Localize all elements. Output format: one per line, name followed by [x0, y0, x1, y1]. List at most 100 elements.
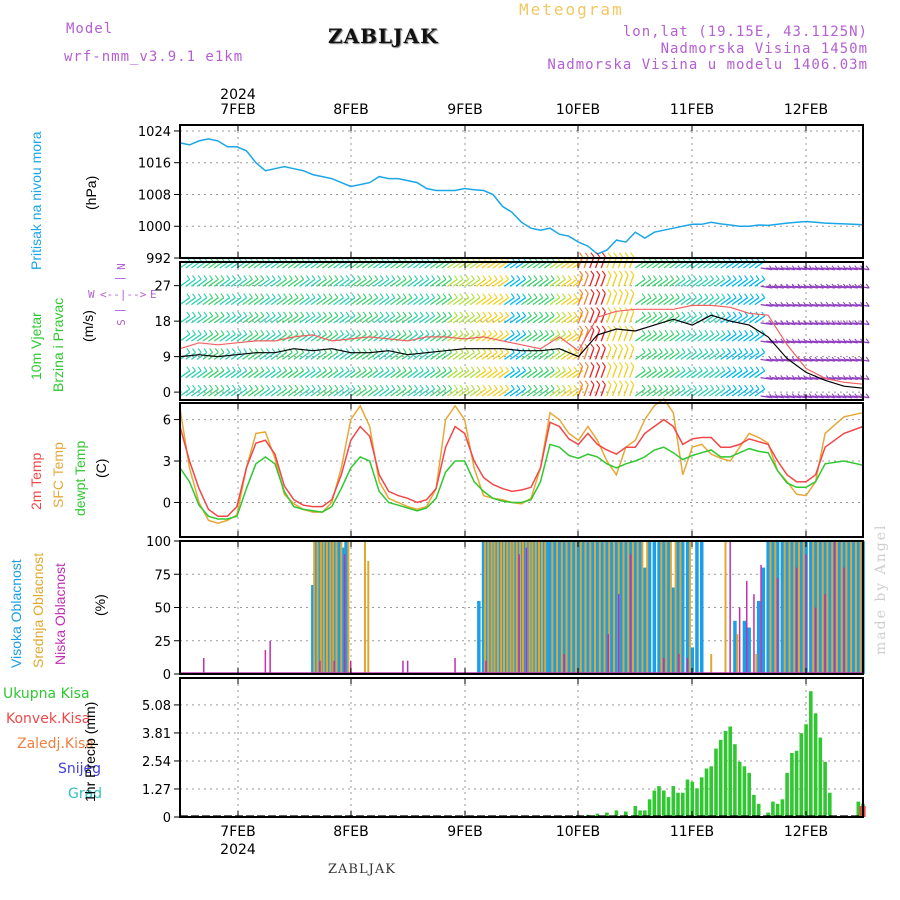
wind-barb-flag [237, 329, 242, 335]
wind-barb-flag [254, 311, 259, 317]
wind-barb-flag [533, 293, 538, 299]
wind-barb-flag [664, 311, 669, 317]
wind-barb-flag [425, 329, 430, 335]
wind-barb [611, 311, 618, 324]
wind-barb [640, 370, 652, 379]
wind-barb-flag [510, 275, 515, 280]
wind-barb [413, 370, 424, 379]
wind-barb [697, 278, 709, 287]
wind-barb [697, 370, 709, 379]
low-cloud-bar [776, 578, 779, 674]
wind-barb [686, 351, 697, 360]
wind-barb-flag [721, 384, 726, 390]
wind-barb-flag [260, 311, 265, 317]
wind-barb-flag [533, 329, 538, 335]
wind-barb [378, 333, 390, 342]
wind-barb-flag [579, 252, 583, 258]
wind-barb-flag [322, 275, 327, 280]
high-cloud-bar [326, 541, 331, 674]
wind-barb [247, 351, 259, 360]
wind-barb [504, 315, 515, 324]
wind-barb-flag [283, 311, 288, 317]
high-cloud-bar [571, 541, 576, 674]
wind-barb [760, 267, 773, 271]
wind-barb-flag [510, 329, 515, 335]
wind-barb-flag [203, 329, 208, 335]
wind-barb [628, 274, 635, 287]
wind-barb [760, 395, 773, 399]
wind-barb [834, 267, 847, 271]
wind-barb [196, 370, 208, 379]
high-cloud-bar [553, 541, 557, 674]
wind-barb-flag [664, 293, 669, 299]
wind-barb [424, 333, 435, 342]
mid-cloud-bar [802, 541, 805, 674]
wind-barb [560, 297, 572, 306]
wind-barb [287, 370, 299, 379]
mid-cloud-bar [544, 541, 547, 674]
wind-barb-flag [641, 275, 646, 280]
wind-barb-flag [328, 329, 333, 335]
mid-cloud-bar [622, 541, 625, 674]
wind-barb-flag [197, 311, 202, 317]
wind-barb-flag [402, 329, 407, 335]
wind-barb [418, 297, 430, 306]
wind-barb [253, 315, 265, 324]
wind-barb [464, 278, 475, 287]
wind-barb [481, 370, 492, 379]
wind-barb-flag [539, 329, 544, 335]
wind-barb [452, 388, 464, 397]
wind-barb-flag [653, 348, 657, 353]
wind-barb [708, 278, 720, 287]
wind-barb-flag [749, 329, 754, 335]
wind-barb [196, 388, 208, 397]
wind-barb [191, 388, 202, 397]
low-cloud-bar [746, 580, 748, 674]
low-cloud-bar [833, 541, 836, 674]
wind-barb [680, 297, 692, 306]
wind-barb [395, 297, 407, 306]
wind-barb-flag [584, 307, 589, 312]
wind-barb-flag [266, 348, 270, 353]
wind-barb [276, 370, 287, 379]
wind-barb [509, 278, 521, 287]
wind-barb-flag [209, 384, 214, 390]
wind-barb-flag [584, 270, 589, 276]
wind-barb-flag [562, 311, 566, 317]
high-cloud-bar [619, 541, 623, 674]
wind-barb [754, 370, 766, 379]
wind-barb-flag [630, 270, 635, 276]
y-tick-label: 992 [146, 252, 171, 267]
wind-barb [395, 315, 407, 324]
wind-barb [543, 333, 555, 342]
wind-barb-flag [579, 325, 583, 331]
precip-bar [614, 810, 619, 817]
wind-barb [430, 333, 441, 342]
wind-barb-flag [266, 384, 270, 390]
wind-barb [543, 370, 555, 379]
wind-barb-flag [670, 329, 675, 335]
wind-barb-flag [396, 293, 401, 299]
high-cloud-bar [695, 541, 699, 674]
wind-barb-flag [550, 293, 555, 299]
wind-barb [424, 297, 435, 306]
wind-barb [310, 388, 322, 397]
mid-cloud-bar [859, 541, 862, 674]
wind-barb [521, 333, 532, 342]
wind-barb [657, 351, 669, 360]
wind-barb [652, 370, 663, 379]
wind-barb [657, 370, 669, 379]
wind-barb [834, 285, 847, 289]
wind-barb [646, 333, 657, 342]
mid-cloud-bar [688, 541, 691, 674]
wind-barb [691, 351, 703, 360]
wind-barb [771, 377, 784, 381]
high-cloud-bar [851, 541, 856, 674]
wind-barb [498, 297, 509, 306]
wind-barb-flag [681, 348, 686, 353]
wind-barb [356, 315, 367, 324]
wind-barb-flag [368, 348, 373, 353]
wind-barb-flag [579, 380, 583, 386]
wind-barb [549, 388, 561, 397]
